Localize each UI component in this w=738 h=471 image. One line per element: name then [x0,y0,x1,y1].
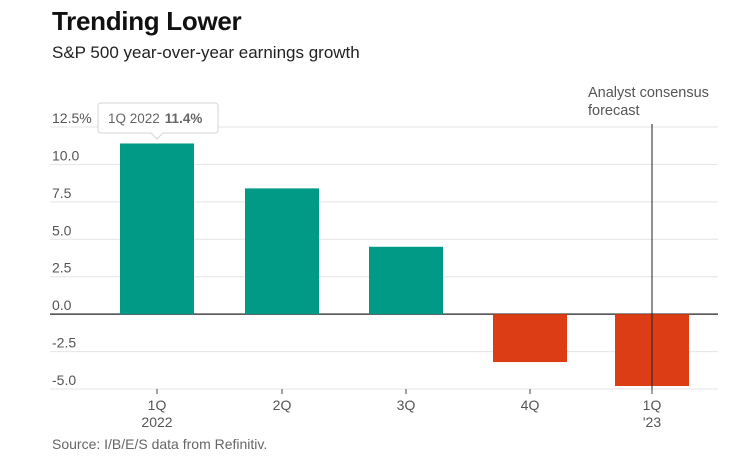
annotation: Analyst consensus forecast [588,85,709,389]
tooltip-text: 1Q 2022 11.4% [108,111,202,126]
bar-3[interactable] [369,246,443,315]
tooltip-value: 11.4% [165,111,203,126]
y-tick-label: -2.5 [52,335,76,351]
y-tick-label: 2.5 [52,260,72,276]
bars [120,143,689,387]
x-tick-label: 1Q [643,397,662,413]
x-tick-label: 1Q [148,397,167,413]
chart-subtitle: S&P 500 year-over-year earnings growth [52,43,360,62]
y-tick-label: 5.0 [52,222,72,238]
y-tick-label: 7.5 [52,185,72,201]
y-tick-label: 10.0 [52,147,79,163]
tooltip-label: 1Q 2022 [108,111,160,126]
y-tick-label: -5.0 [52,372,76,388]
source-note: Source: I/B/E/S data from Refinitiv. [52,436,268,452]
tooltip-box [97,102,219,140]
forecast-label: Analyst consensus [588,85,709,101]
x-tick-label: 3Q [397,397,416,413]
x-tick-label: 2Q [273,397,292,413]
y-axis: 12.5% 10.0 7.5 5.0 2.5 0.0 -2.5 -5.0 [52,110,92,388]
chart-title: Trending Lower [52,6,242,36]
y-tick-label: 0.0 [52,297,72,313]
forecast-label: forecast [588,103,640,119]
x-tick-label: 2022 [141,414,172,430]
bar-2[interactable] [245,188,319,315]
tooltip[interactable]: 1Q 2022 11.4% [97,102,219,140]
x-tick-label: 4Q [521,397,540,413]
x-tick-label: '23 [643,414,661,430]
bar-1[interactable] [120,143,194,315]
bar-4[interactable] [493,314,567,363]
y-tick-label: 12.5% [52,110,92,126]
